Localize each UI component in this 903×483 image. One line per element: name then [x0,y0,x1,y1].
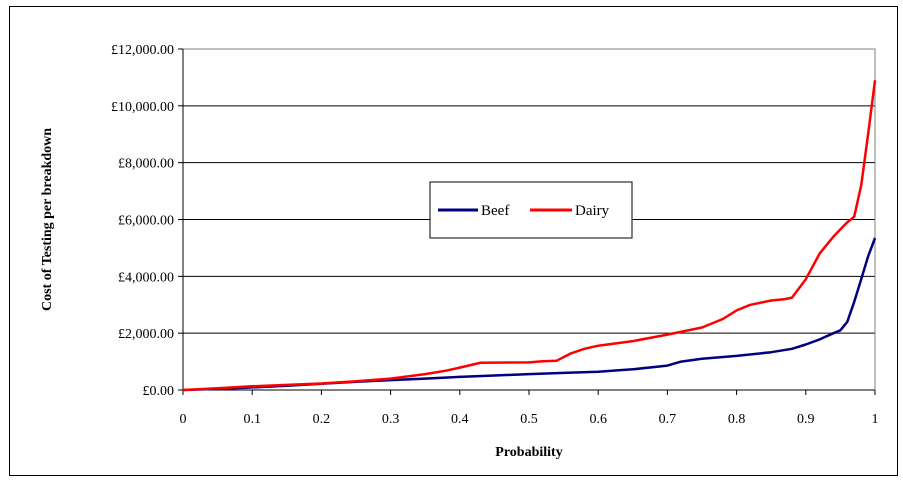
x-tick-label: 0.9 [797,412,815,427]
x-tick-label: 0.1 [243,412,261,427]
x-axis-title: Probability [495,445,562,460]
x-tick-label: 0.2 [313,412,331,427]
series-line-dairy [182,80,877,392]
legend-label-dairy: Dairy [575,203,610,219]
y-tick-label: £6,000.00 [118,214,174,229]
y-tick-label: £10,000.00 [111,100,174,115]
y-tick-label: £4,000.00 [118,270,174,285]
y-tick-label: £0.00 [143,384,175,399]
series-line-beef [182,237,877,392]
x-tick-label: 1 [872,412,879,427]
series-lines [182,80,877,392]
chart-frame [9,6,898,476]
legend-label-beef: Beef [481,203,509,219]
y-axis-title: Cost of Testing per breakdown [40,128,55,311]
x-tick-label: 0.7 [659,412,677,427]
y-tick-label: £12,000.00 [111,43,174,58]
y-tick-label: £8,000.00 [118,157,174,172]
y-tick-labels: £0.00 £2,000.00 £4,000.00 £6,000.00 £8,000.0… [111,43,183,399]
x-tick-labels: 0 0.1 0.2 0.3 0.4 0.5 0.6 0.7 0.8 0.9 1 [180,390,879,427]
legend: Beef Dairy [429,181,633,239]
x-tick-label: 0.8 [728,412,746,427]
x-tick-label: 0.3 [382,412,400,427]
x-tick-label: 0.4 [451,412,469,427]
x-tick-label: 0 [180,412,187,427]
x-tick-label: 0.5 [520,412,538,427]
x-tick-label: 0.6 [589,412,607,427]
y-tick-label: £2,000.00 [118,327,174,342]
